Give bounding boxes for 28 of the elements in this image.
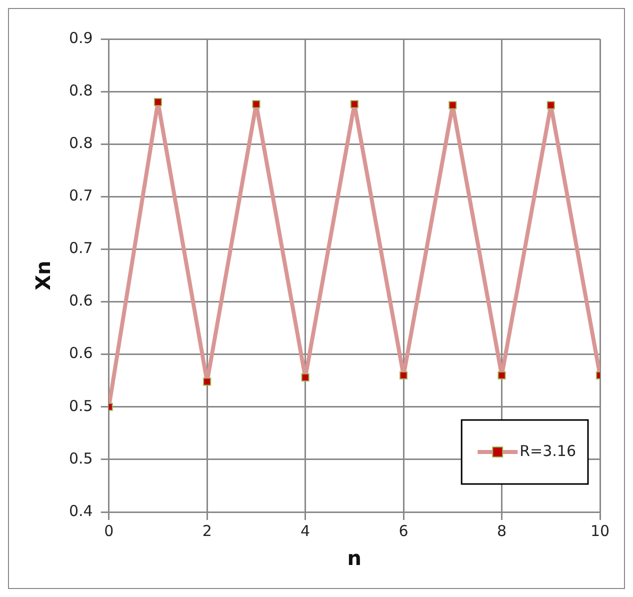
legend-label: R=3.16 bbox=[520, 442, 576, 460]
y-tick-label: 0.5 bbox=[68, 449, 93, 468]
x-tick-label: 8 bbox=[497, 522, 507, 540]
y-axis-title: Xn bbox=[31, 260, 56, 290]
x-tick-label: 0 bbox=[104, 522, 114, 540]
y-tick-label: 0.6 bbox=[68, 292, 93, 310]
point bbox=[546, 101, 555, 110]
point bbox=[498, 371, 506, 380]
x-tick-label: 10 bbox=[590, 522, 610, 540]
point bbox=[448, 101, 457, 110]
x-tick-label: 4 bbox=[300, 522, 310, 540]
y-tick-label: 0.6 bbox=[68, 344, 93, 362]
y-tick-label: 0.7 bbox=[68, 239, 93, 258]
point bbox=[400, 371, 408, 380]
y-tick-label: 0.8 bbox=[68, 134, 93, 152]
x-tick-label: 2 bbox=[202, 522, 212, 540]
x-axis-title: n bbox=[347, 546, 362, 570]
y-tick-label: 0.5 bbox=[68, 396, 93, 415]
y-tick-label: 0.9 bbox=[68, 28, 93, 47]
y-tick-label: 0.4 bbox=[68, 502, 93, 520]
x-tick-label: 6 bbox=[398, 522, 408, 540]
point bbox=[301, 373, 310, 382]
point bbox=[252, 100, 260, 108]
y-tick-label: 0.8 bbox=[68, 81, 93, 100]
point bbox=[154, 98, 162, 106]
point bbox=[350, 100, 358, 108]
y-tick-label: 0.7 bbox=[68, 186, 93, 205]
point bbox=[203, 378, 212, 386]
